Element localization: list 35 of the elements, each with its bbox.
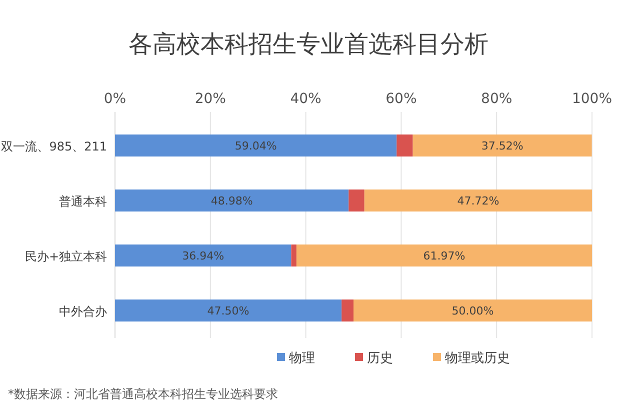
x-tick-label: 80% [481,91,512,107]
data-label: 50.00% [452,304,494,318]
bar [364,190,592,212]
x-tick-label: 100% [572,91,612,107]
chart-title: 各高校本科招生专业首选科目分析 [128,30,488,58]
data-label: 59.04% [234,140,277,152]
x-tick-label: 40% [290,91,322,107]
y-tick-label: 双一流、985、211 [1,140,107,154]
y-tick-label: 民办+独立本科 [24,250,107,264]
data-label: 47.72% [457,194,500,208]
bar [342,300,354,322]
data-label: 61.97% [423,250,466,262]
bar [115,300,342,322]
bar [115,134,397,156]
bar [348,190,364,212]
bar [354,300,592,322]
bar [115,244,292,266]
legend-label: 历史 [367,351,393,366]
bar [296,244,592,266]
data-label: 37.52% [481,140,524,152]
y-tick-label: 中外合办 [59,304,107,318]
text: *数据来源：河北省普通高校本科招生专业选科要求 [8,387,278,401]
legend-label: 物理或历史 [445,351,510,366]
legend-label: 物理 [289,351,315,366]
x-tick-label: 60% [386,91,417,107]
data-label: 47.50% [207,304,250,318]
data-label: 48.98% [210,194,253,208]
bar [291,244,296,266]
x-tick-label: 20% [194,91,226,107]
bar [396,134,413,156]
y-tick-label: 普通本科 [59,194,107,208]
data-label: 36.94% [182,250,224,262]
x-tick-label: 0% [104,91,126,107]
bar [412,134,592,156]
bar [115,190,349,212]
